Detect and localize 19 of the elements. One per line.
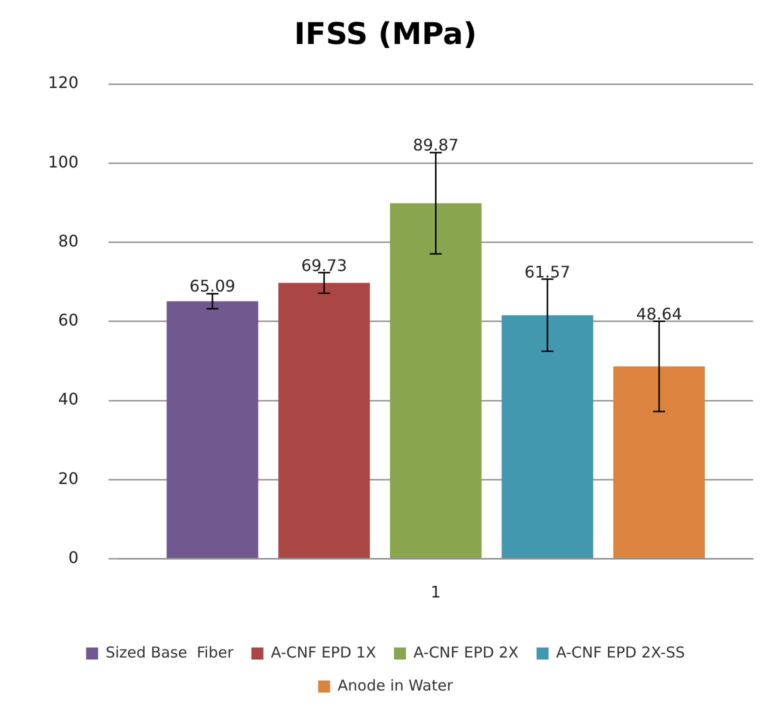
data-label: 48.64 <box>636 304 682 324</box>
legend-label: Anode in Water <box>338 676 454 694</box>
legend-label: A-CNF EPD 2X-SS <box>556 643 685 662</box>
data-label: 89.87 <box>412 136 459 155</box>
y-tick-label: 80 <box>58 231 79 250</box>
chart-title: IFSS (MPa) <box>294 16 477 52</box>
data-label: 65.09 <box>190 276 236 296</box>
legend-label: Sized Base Fiber <box>106 643 234 662</box>
y-tick-label: 40 <box>58 390 79 409</box>
x-tick-label: 1 <box>430 582 441 602</box>
legend-label: A-CNF EPD 2X <box>413 643 519 662</box>
y-tick-label: 120 <box>48 73 79 92</box>
y-tick-label: 20 <box>58 468 79 488</box>
data-label: 69.73 <box>301 256 348 275</box>
data-label: 61.57 <box>524 262 570 282</box>
y-tick-label: 0 <box>68 548 79 567</box>
y-tick-label: 100 <box>48 152 79 172</box>
y-tick-label: 60 <box>58 310 79 330</box>
legend-label: A-CNF EPD 1X <box>270 643 376 662</box>
